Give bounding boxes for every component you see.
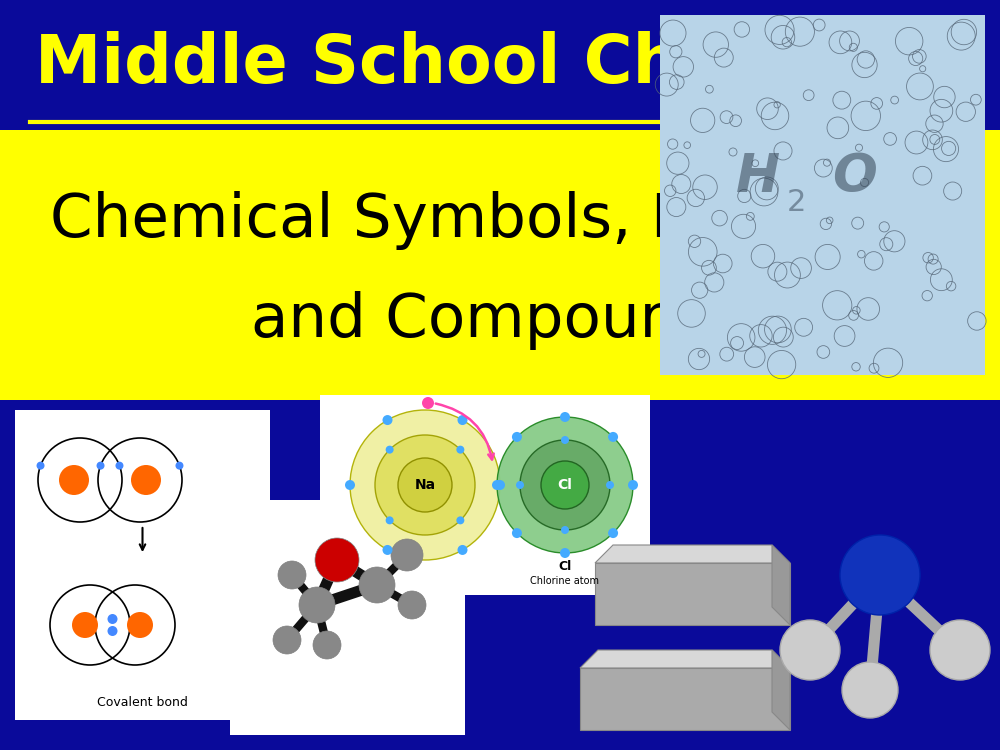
Circle shape: [561, 526, 569, 534]
Circle shape: [359, 567, 395, 603]
Circle shape: [108, 626, 118, 636]
Circle shape: [273, 626, 301, 654]
Circle shape: [386, 516, 394, 524]
Circle shape: [495, 480, 505, 490]
Circle shape: [115, 462, 123, 470]
Circle shape: [458, 545, 468, 555]
Circle shape: [59, 465, 89, 495]
Circle shape: [108, 614, 118, 624]
Bar: [660, 15, 985, 375]
Circle shape: [382, 415, 392, 425]
Circle shape: [608, 432, 618, 442]
Text: Middle School Chemistry: Middle School Chemistry: [35, 32, 965, 98]
Circle shape: [131, 465, 161, 495]
Text: Cl: Cl: [558, 478, 572, 492]
Text: Cl: Cl: [558, 560, 572, 574]
Circle shape: [512, 432, 522, 442]
Text: 2: 2: [787, 188, 806, 217]
Circle shape: [97, 462, 105, 470]
Circle shape: [375, 435, 475, 535]
Circle shape: [512, 528, 522, 538]
Text: and Compounds: and Compounds: [251, 290, 749, 350]
Circle shape: [398, 591, 426, 619]
Bar: [320, 395, 650, 595]
Text: H: H: [735, 151, 780, 203]
Text: Na: Na: [414, 478, 436, 492]
Circle shape: [391, 539, 423, 571]
Circle shape: [456, 516, 464, 524]
Circle shape: [278, 561, 306, 589]
Circle shape: [458, 415, 468, 425]
Circle shape: [492, 480, 502, 490]
Circle shape: [345, 480, 355, 490]
Circle shape: [299, 587, 335, 623]
Polygon shape: [595, 563, 790, 625]
Circle shape: [382, 545, 392, 555]
Circle shape: [37, 462, 45, 470]
Text: Chlorine atom: Chlorine atom: [530, 576, 600, 586]
Bar: [230, 500, 465, 735]
Polygon shape: [772, 545, 790, 625]
Circle shape: [840, 535, 920, 615]
Polygon shape: [595, 545, 790, 563]
Circle shape: [315, 538, 359, 582]
Circle shape: [72, 612, 98, 638]
Circle shape: [497, 417, 633, 553]
Circle shape: [608, 528, 618, 538]
Circle shape: [386, 446, 394, 454]
Circle shape: [541, 461, 589, 509]
Circle shape: [516, 481, 524, 489]
Circle shape: [628, 480, 638, 490]
Circle shape: [456, 446, 464, 454]
Circle shape: [780, 620, 840, 680]
Circle shape: [561, 436, 569, 444]
Polygon shape: [580, 668, 790, 730]
Circle shape: [175, 462, 183, 470]
Circle shape: [398, 458, 452, 512]
Text: Covalent bond: Covalent bond: [97, 695, 188, 709]
Circle shape: [350, 410, 500, 560]
Circle shape: [127, 612, 153, 638]
Circle shape: [842, 662, 898, 718]
Circle shape: [606, 481, 614, 489]
Polygon shape: [580, 650, 790, 668]
Circle shape: [560, 412, 570, 422]
Circle shape: [520, 440, 610, 530]
Polygon shape: [772, 650, 790, 730]
Bar: [0, 130, 1000, 400]
Text: Chemical Symbols, Formulas,: Chemical Symbols, Formulas,: [50, 190, 950, 250]
Bar: [15, 410, 270, 720]
Circle shape: [313, 631, 341, 659]
Text: O: O: [833, 151, 877, 203]
Circle shape: [560, 548, 570, 558]
Circle shape: [930, 620, 990, 680]
Circle shape: [422, 397, 434, 409]
